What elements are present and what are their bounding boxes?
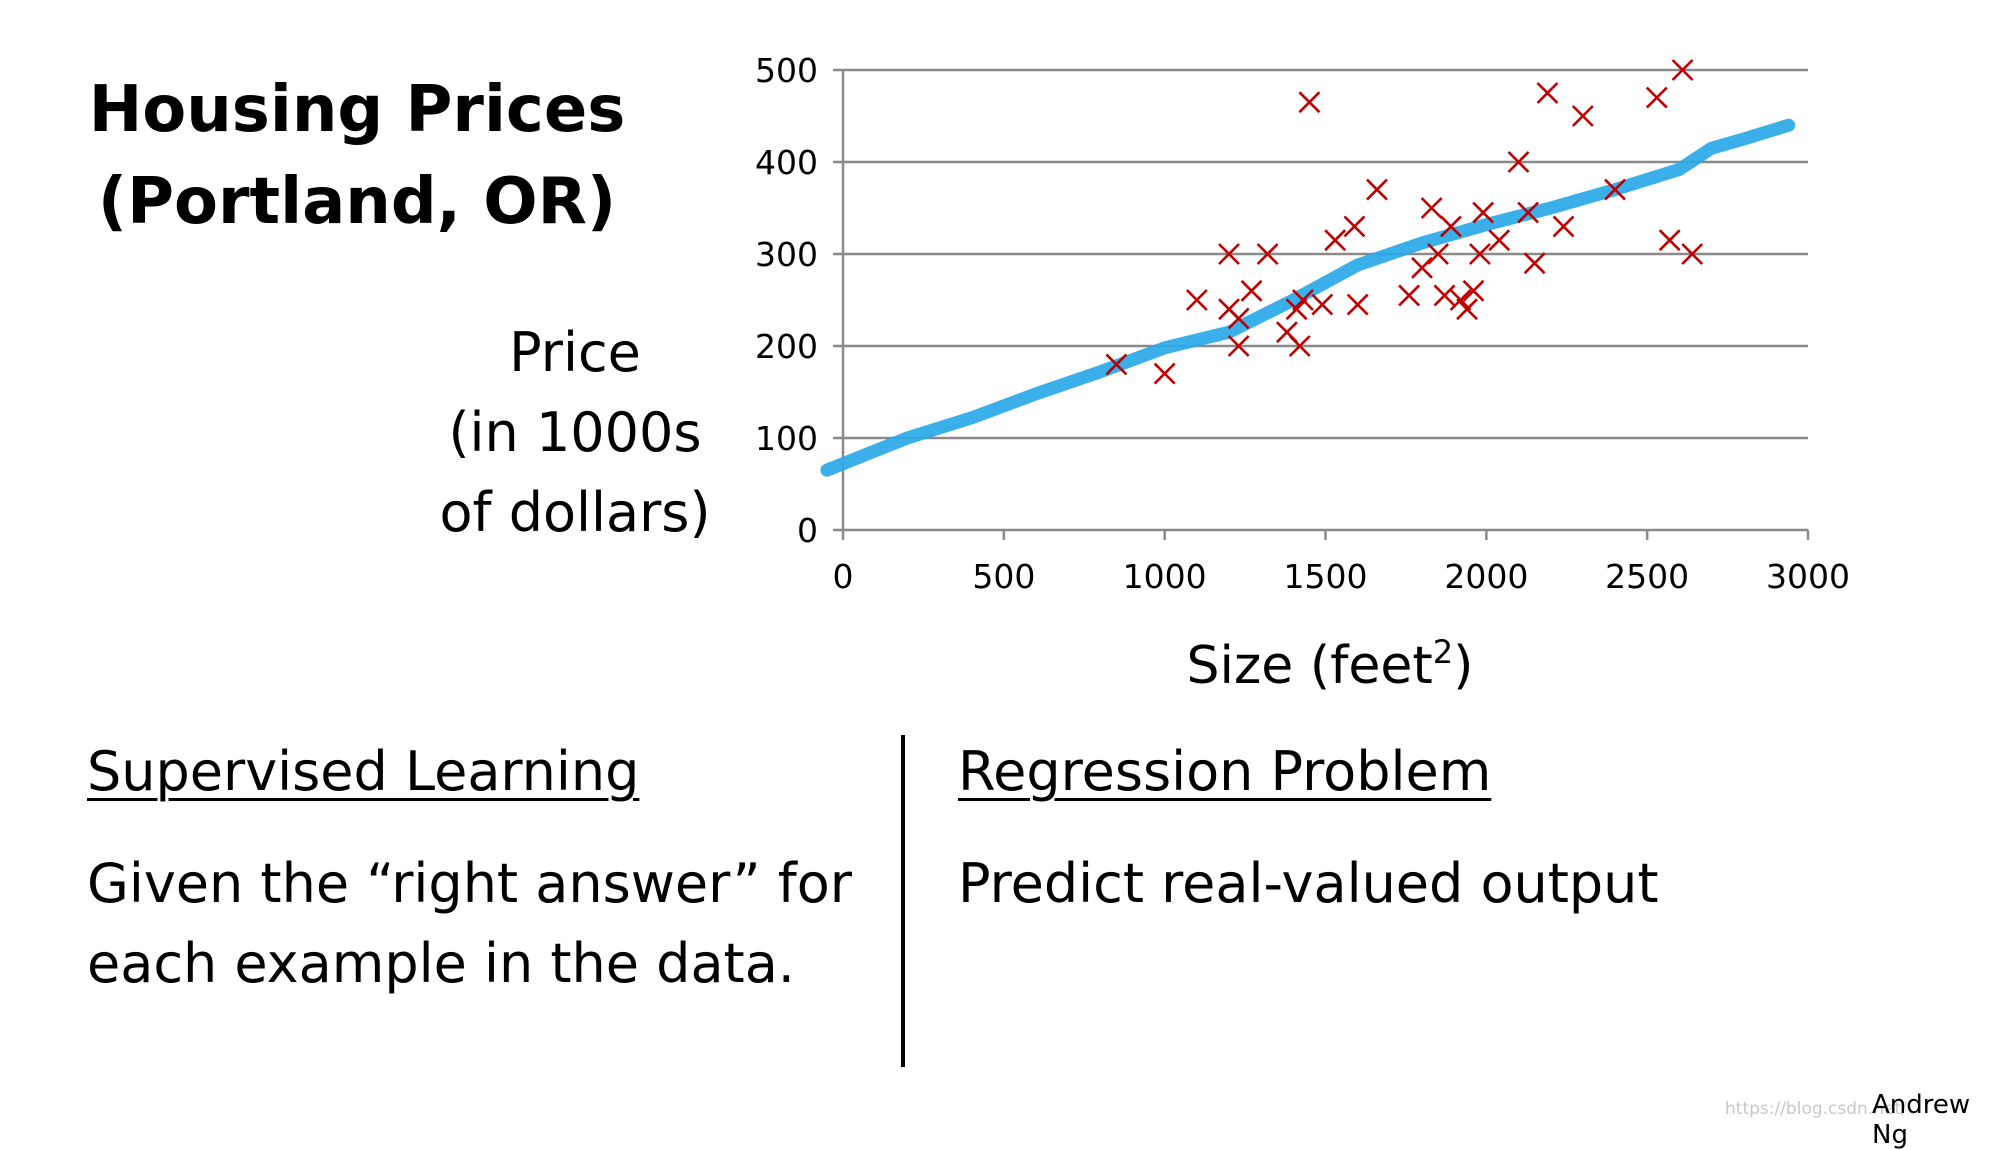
y-tick-label-200: 200	[755, 327, 818, 366]
regression-problem-description: Predict real-valued output	[958, 852, 1659, 915]
supervised-learning-description: Given the “right answer” for each exampl…	[87, 844, 852, 1004]
data-point-18	[1366, 178, 1388, 201]
data-point-0	[1105, 353, 1128, 376]
x-tick-label-3000: 3000	[1766, 557, 1850, 596]
data-point-38	[1645, 86, 1668, 109]
data-point-1	[1153, 362, 1176, 385]
watermark: https://blog.csdn.net/	[1725, 1099, 1907, 1119]
y-axis-label-line-2: (in 1000s	[448, 401, 702, 464]
x-axis-label-superscript: 2	[1433, 633, 1453, 671]
scatter-chart: 0 100 200 300 400 500 0 500 1000 1500 2000 2500 3000…	[755, 51, 1850, 696]
data-point-5	[1227, 307, 1250, 330]
data-point-25	[1449, 289, 1472, 311]
tick-labels: 0 100 200 300 400 500 0 500 1000 1500 2000 2500 3000	[755, 51, 1850, 596]
data-point-19	[1398, 284, 1421, 307]
supervised-learning-heading: Supervised Learning	[87, 740, 640, 803]
data-point-16	[1343, 215, 1366, 238]
grid-lines	[843, 68, 1808, 440]
data-point-41	[1681, 243, 1704, 265]
y-tick-label-300: 300	[755, 235, 818, 274]
data-point-15	[1324, 229, 1347, 252]
title-line-1: Housing Prices	[88, 73, 626, 147]
axes	[833, 68, 1810, 540]
data-point-21	[1420, 197, 1443, 219]
x-tick-label-1500: 1500	[1284, 557, 1368, 596]
data-point-35	[1552, 215, 1575, 238]
description-line-2: each example in the data.	[87, 932, 795, 995]
y-axis-label-line-1: Price	[509, 321, 641, 384]
data-point-13	[1298, 91, 1321, 114]
data-point-28	[1468, 243, 1491, 265]
data-point-31	[1507, 151, 1530, 173]
data-point-36	[1571, 105, 1594, 127]
title-line-2: (Portland, OR)	[97, 165, 617, 239]
y-tick-label-400: 400	[755, 143, 818, 182]
y-axis-label: Price (in 1000s of dollars)	[400, 313, 750, 553]
data-point-20	[1411, 256, 1433, 279]
author-credit: Andrew Ng	[1872, 1090, 1971, 1150]
y-tick-label-500: 500	[755, 51, 818, 90]
data-point-17	[1346, 293, 1369, 316]
data-point-34	[1536, 82, 1559, 104]
y-axis-label-line-3: of dollars)	[439, 481, 711, 544]
data-point-27	[1462, 279, 1485, 302]
regression-problem-heading: Regression Problem	[958, 740, 1492, 803]
data-point-39	[1658, 229, 1681, 252]
data-point-33	[1523, 252, 1546, 275]
data-point-26	[1456, 298, 1478, 321]
vertical-divider	[901, 735, 905, 1067]
data-point-32	[1517, 201, 1540, 224]
data-point-12	[1292, 289, 1314, 311]
x-tick-label-0: 0	[833, 557, 854, 596]
data-point-10	[1285, 298, 1308, 321]
data-point-14	[1311, 293, 1334, 316]
data-point-40	[1671, 59, 1694, 81]
regression-fit-line	[820, 118, 1796, 477]
x-axis-label: Size (feet2)	[1187, 633, 1474, 696]
data-points	[1105, 59, 1704, 385]
data-point-11	[1288, 335, 1311, 357]
chart-title: Housing Prices (Portland, OR)	[62, 64, 652, 248]
description-line-1: Given the “right answer” for	[87, 852, 852, 915]
x-tick-label-1000: 1000	[1123, 557, 1207, 596]
data-point-7	[1240, 279, 1263, 302]
y-tick-label-0: 0	[797, 511, 818, 550]
data-point-22	[1427, 243, 1449, 265]
data-point-29	[1472, 201, 1495, 224]
y-tick-label-100: 100	[755, 419, 818, 458]
x-axis-label-main: Size (feet	[1187, 636, 1433, 696]
x-tick-label-500: 500	[972, 557, 1035, 596]
fit-line-group	[820, 118, 1796, 477]
x-tick-label-2500: 2500	[1605, 557, 1689, 596]
x-axis-label-close: )	[1453, 636, 1473, 696]
data-point-30	[1488, 229, 1511, 252]
data-point-23	[1433, 284, 1456, 307]
data-point-3	[1218, 243, 1240, 265]
data-point-2	[1185, 289, 1208, 311]
data-point-24	[1440, 215, 1462, 238]
data-point-6	[1227, 335, 1250, 357]
data-point-8	[1256, 243, 1279, 265]
x-tick-label-2000: 2000	[1444, 557, 1528, 596]
data-point-37	[1604, 178, 1626, 201]
